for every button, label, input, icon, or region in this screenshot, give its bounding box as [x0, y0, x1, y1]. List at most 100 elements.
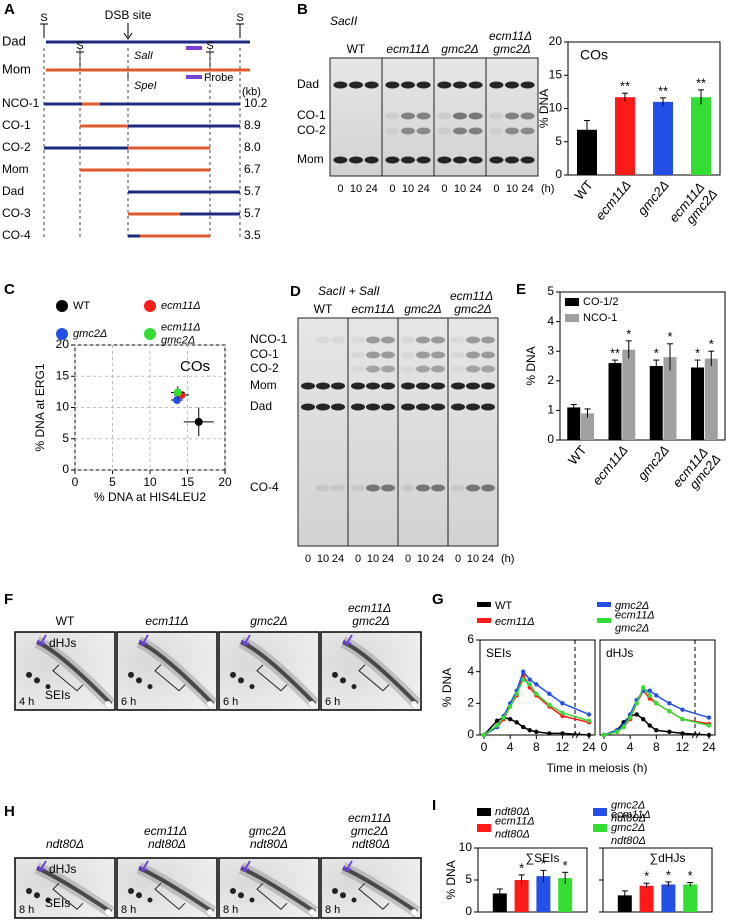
bar [536, 876, 551, 912]
point [614, 729, 620, 735]
legend-swatch [565, 298, 579, 306]
plot-frame [479, 639, 596, 736]
gel-band [385, 127, 400, 135]
legend-label: gmc2Δ [73, 328, 107, 340]
significance: * [667, 329, 672, 344]
gel-band [451, 403, 465, 411]
point [634, 701, 639, 706]
gel-band [468, 81, 483, 89]
time-label: 0 [455, 553, 461, 565]
time-label: 24 [417, 183, 429, 195]
gel-band [489, 112, 504, 120]
point [667, 701, 672, 706]
lane-label: ecm11Δ gmc2Δ [489, 29, 535, 56]
gel-title: SacII [330, 14, 358, 28]
panel-title: dHJs [606, 646, 633, 660]
gel-band [401, 127, 415, 135]
blot-time: 6 h [223, 696, 238, 708]
gel-band [481, 365, 495, 373]
point [560, 713, 565, 719]
band-label: CO-2 [297, 123, 326, 137]
chromosome-label: Mom [2, 61, 31, 76]
gel-band [453, 112, 467, 120]
y-tick-label: 0 [555, 167, 562, 181]
x-tick-label: ecm11Δ gmc2Δ [670, 442, 724, 499]
gel-band [401, 351, 415, 359]
y-axis-label: % DNA [524, 346, 538, 385]
band-label: Mom [250, 378, 277, 392]
gel-band [431, 403, 445, 411]
gel-lane-panel [381, 57, 435, 177]
band-label: Dad [250, 399, 272, 413]
time-label: 10 [402, 183, 414, 195]
gel-band [381, 336, 395, 344]
gel-band [331, 336, 345, 344]
gel-band [451, 336, 465, 344]
legend-label: ecm11Δ [495, 616, 535, 628]
point [560, 710, 565, 716]
time-label: 0 [389, 183, 395, 195]
gel-band [401, 81, 415, 89]
bar [577, 129, 597, 175]
gel-band [301, 403, 315, 411]
point [667, 729, 672, 735]
x-tick-label: WT [571, 177, 596, 202]
bar [663, 357, 677, 440]
blot-spot [147, 684, 153, 690]
enzyme-label: SpeI [134, 80, 157, 92]
legend-label: WT [495, 600, 512, 612]
panel-letter: I [432, 797, 436, 814]
significance: * [654, 346, 659, 361]
site-label: S [76, 40, 83, 52]
legend-swatch [56, 300, 68, 312]
blot-panel [116, 631, 218, 711]
point [627, 715, 633, 720]
x-tick-label: 20 [218, 475, 232, 489]
gel-lane-panel [397, 317, 449, 547]
bar [661, 884, 676, 912]
site-label: S [206, 40, 213, 52]
lane-label: ndt80Δ [46, 837, 84, 851]
y-tick-label: 20 [549, 34, 563, 48]
gel-band [505, 127, 519, 135]
y-tick-label: 0 [465, 904, 472, 918]
blot-time: 6 h [121, 696, 136, 708]
time-label: 0 [493, 183, 499, 195]
site-label: S [40, 12, 47, 24]
blot-arrow [37, 634, 47, 647]
point [527, 682, 532, 687]
bar [567, 407, 581, 440]
y-tick-label: 1 [547, 403, 554, 417]
point [507, 704, 513, 709]
band-label: Dad [297, 77, 319, 91]
blot-spot [238, 892, 244, 899]
blot-spot [340, 677, 346, 684]
point [641, 685, 646, 690]
dsb-label: DSB site [105, 8, 152, 22]
x-tick-label: 12 [676, 740, 690, 754]
bar [653, 101, 673, 175]
blot-annotation: SEIs [45, 688, 70, 702]
gel-band [466, 365, 480, 373]
gel-band [331, 382, 345, 390]
x-tick-label: 8 [533, 740, 540, 754]
panel-title: ∑dHJs [650, 851, 686, 865]
time-label: 24 [332, 553, 344, 565]
bar [622, 349, 636, 440]
gel-band [466, 403, 480, 411]
plot-frame [599, 639, 716, 736]
fragment-size: 3.5 [244, 228, 261, 242]
gel-band [351, 336, 365, 344]
y-axis-label: % DNA [444, 860, 458, 899]
blot-spot [128, 888, 134, 894]
blot-spot [34, 677, 40, 684]
y-tick-label: 2 [467, 696, 474, 710]
lane-label: ecm11Δ ndt80Δ [144, 824, 190, 851]
y-tick-label: 15 [56, 368, 70, 382]
blot-spot [340, 892, 346, 899]
blot-spot [34, 892, 40, 899]
blot-time: 8 h [19, 904, 34, 916]
legend-swatch [593, 808, 607, 816]
y-tick-label: 0 [547, 432, 554, 446]
